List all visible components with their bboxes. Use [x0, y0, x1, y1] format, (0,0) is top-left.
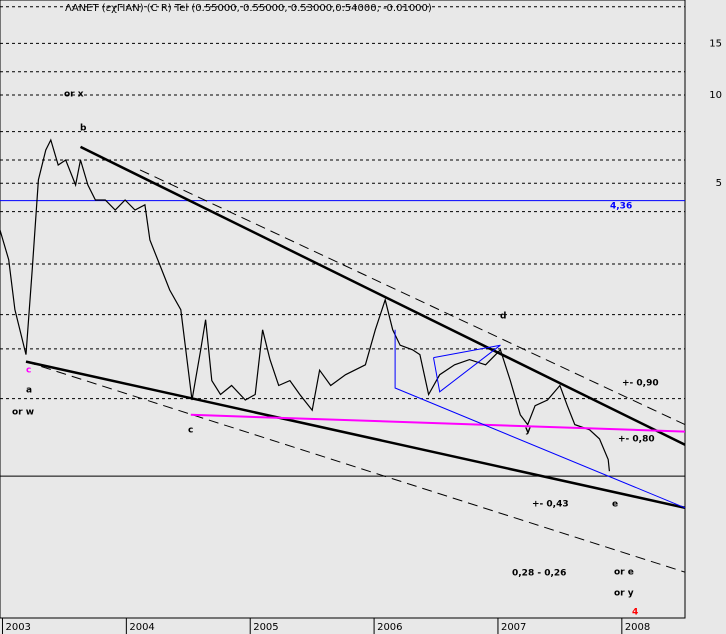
x-tick-label: 2007 [501, 622, 526, 633]
trend-line [25, 361, 686, 573]
annotation: 4,36 [610, 202, 632, 212]
trend-line [79, 145, 686, 446]
annotation: or x [64, 90, 84, 100]
annotation: 0,28 - 0,26 [512, 569, 566, 579]
y-tick-label: 5 [716, 178, 722, 189]
x-tick-label: 2004 [129, 622, 154, 633]
chart-title: ΛΑΝΕΤ (εχΓΙΑΝ) (C R) Tel (0.55000, 0.550… [65, 3, 432, 14]
annotation: d [500, 312, 506, 322]
annotation: or y [614, 589, 634, 599]
annotation: c [188, 426, 193, 436]
annotation: c [26, 366, 31, 376]
annotation: or w [12, 408, 34, 418]
x-tick-label: 2006 [377, 622, 402, 633]
plot-area [0, 0, 686, 619]
y-tick-label: 10 [709, 90, 722, 101]
annotation: or e [614, 568, 634, 578]
trend-line [394, 329, 686, 509]
annotation: b [80, 124, 87, 134]
annotation: e [612, 500, 618, 510]
annotation: +- 0,90 [622, 379, 659, 389]
annotation: y [525, 426, 531, 436]
x-tick-label: 2008 [625, 622, 650, 633]
x-tick-label: 2003 [5, 622, 30, 633]
annotation: 4 [632, 608, 638, 618]
annotation: +- 0,43 [532, 500, 569, 510]
trend-line [433, 344, 501, 393]
price-line [0, 138, 610, 472]
x-tick-label: 2005 [253, 622, 278, 633]
trend-line [139, 169, 686, 426]
y-tick-label: 15 [709, 38, 722, 49]
trend-line [25, 360, 686, 510]
annotation: +- 0,80 [618, 435, 655, 445]
annotation: a [26, 386, 32, 396]
trend-line [190, 413, 686, 433]
